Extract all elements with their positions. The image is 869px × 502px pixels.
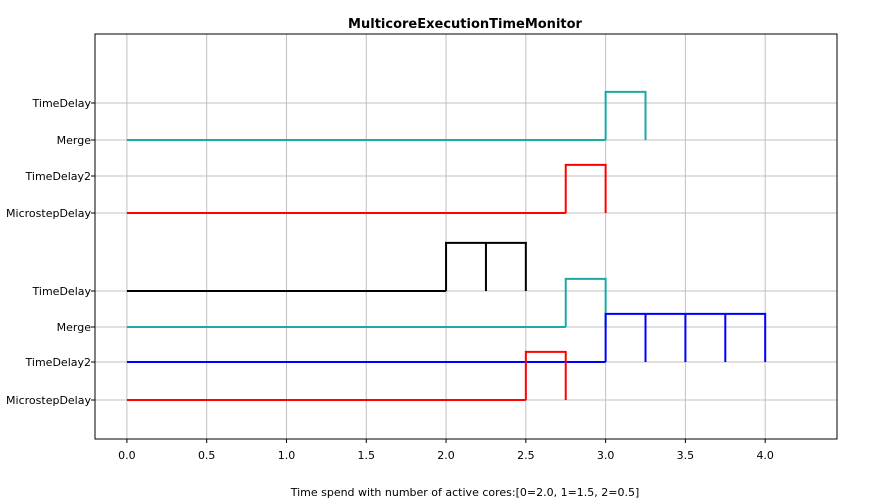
x-tick-label: 1.5: [358, 449, 376, 462]
y-tick-label: Merge: [57, 321, 92, 334]
x-tick-label: 0.0: [118, 449, 136, 462]
x-axis-label: Time spend with number of active cores:[…: [290, 486, 640, 499]
series-line: [126, 312, 767, 363]
tick-labels: 0.0 0.5 1.0 1.5 2.0 2.5 3.0 3.5 4.0 TimeDelay Merg…: [6, 97, 774, 462]
axes: [91, 102, 766, 443]
series-layer: [126, 90, 767, 401]
grid: [95, 34, 837, 439]
series-line: [126, 350, 567, 401]
plot-area: [94, 33, 838, 440]
y-tick-label: MicrostepDelay: [6, 207, 91, 220]
x-tick-label: 3.5: [677, 449, 695, 462]
y-tick-label: TimeDelay2: [25, 170, 91, 183]
chart-title: MulticoreExecutionTimeMonitor: [348, 17, 582, 32]
series-line: [126, 90, 647, 141]
x-tick-label: 0.5: [198, 449, 216, 462]
x-tick-label: 1.0: [278, 449, 296, 462]
x-tick-label: 3.0: [597, 449, 615, 462]
series-line: [126, 163, 607, 214]
x-tick-label: 2.5: [517, 449, 535, 462]
y-tick-label: MicrostepDelay: [6, 394, 91, 407]
y-tick-label: TimeDelay: [32, 97, 92, 110]
series-line: [126, 277, 607, 328]
y-tick-label: Merge: [57, 134, 92, 147]
series-line: [126, 241, 527, 292]
y-tick-label: TimeDelay2: [25, 356, 91, 369]
x-tick-label: 2.0: [437, 449, 455, 462]
y-tick-label: TimeDelay: [32, 285, 92, 298]
x-tick-label: 4.0: [756, 449, 774, 462]
